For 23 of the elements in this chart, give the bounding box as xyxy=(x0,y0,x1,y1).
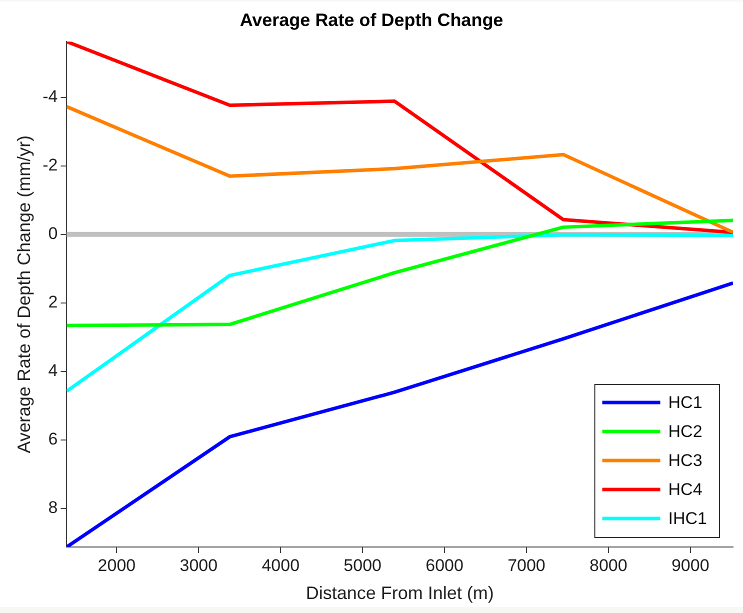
x-tick-label: 7000 xyxy=(508,556,546,575)
y-tick-label: 6 xyxy=(48,430,58,449)
x-tick-label: 4000 xyxy=(262,556,300,575)
x-tick-label: 9000 xyxy=(671,556,710,575)
y-tick-label: -2 xyxy=(42,156,58,175)
x-tick-label: 5000 xyxy=(344,556,382,575)
y-tick-label: -4 xyxy=(42,87,58,106)
y-tick-label: 0 xyxy=(48,224,58,244)
y-axis-title: Average Rate of Depth Change (mm/yr) xyxy=(14,135,34,454)
chart-title: Average Rate of Depth Change xyxy=(240,10,504,30)
x-tick-label: 3000 xyxy=(180,556,218,575)
x-axis-title: Distance From Inlet (m) xyxy=(306,583,494,604)
x-tick-label: 2000 xyxy=(98,556,136,575)
x-tick-label: 6000 xyxy=(426,556,464,575)
legend-label: HC4 xyxy=(668,480,702,500)
y-tick-label: 2 xyxy=(48,292,58,312)
legend-label: HC1 xyxy=(668,393,702,412)
legend-label: HC2 xyxy=(668,422,702,442)
x-tick-label: 8000 xyxy=(590,556,628,575)
y-tick-label: 8 xyxy=(48,498,58,517)
legend-label: HC3 xyxy=(668,451,702,470)
y-tick-label: 4 xyxy=(48,361,58,380)
legend-label: IHC1 xyxy=(668,509,708,528)
